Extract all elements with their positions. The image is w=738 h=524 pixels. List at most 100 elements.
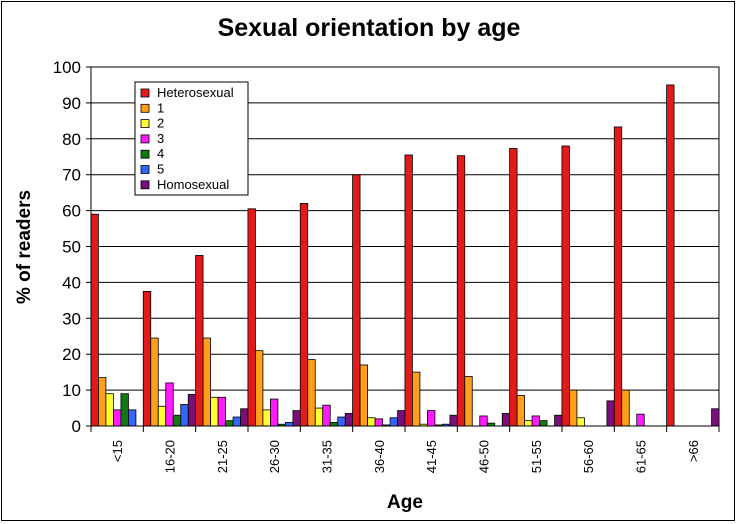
- bar-homosexual-4: [344, 413, 354, 427]
- bar-1-0: [98, 377, 107, 427]
- x-tick-label: 26-30: [267, 440, 282, 473]
- bar-heterosexual-7: [456, 155, 466, 427]
- bar-3-3: [270, 398, 279, 427]
- y-tick-label: 80: [62, 130, 81, 149]
- bar-homosexual-8: [554, 414, 563, 427]
- y-tick-label: 30: [62, 309, 81, 328]
- bar-1-4: [307, 359, 316, 427]
- bar-1-6: [412, 371, 421, 427]
- bar-5-2: [232, 416, 241, 427]
- bar-4-1: [172, 414, 182, 427]
- bar-5-4: [337, 416, 346, 427]
- bar-homosexual-11: [711, 408, 720, 427]
- legend-swatch: [140, 134, 150, 144]
- legend-box: [134, 81, 249, 196]
- x-tick-label: 36-40: [372, 440, 387, 473]
- y-tick-label: 70: [62, 166, 81, 185]
- y-tick-label: 100: [53, 58, 81, 77]
- x-tick-label: >66: [686, 440, 701, 462]
- y-tick-label: 90: [62, 94, 81, 113]
- y-tick-label: 20: [62, 345, 81, 364]
- bar-5-3: [285, 422, 294, 427]
- y-axis-label: % of readers: [14, 190, 35, 304]
- legend-swatch: [140, 119, 150, 128]
- legend-swatch: [140, 180, 150, 190]
- legend-swatch: [140, 103, 150, 113]
- bar-heterosexual-3: [247, 208, 256, 427]
- x-tick-label: <15: [110, 440, 125, 462]
- x-tick-label: 21-25: [215, 440, 230, 473]
- bar-heterosexual-9: [561, 145, 570, 427]
- bar-heterosexual-6: [404, 154, 413, 427]
- x-axis-label: Age: [387, 492, 423, 513]
- bar-3-5: [374, 418, 383, 427]
- bar-2-2: [210, 396, 219, 427]
- x-tick-label: 61-65: [634, 440, 649, 473]
- x-tick-label: 31-35: [320, 440, 335, 473]
- x-tick-label: 56-60: [581, 440, 596, 473]
- bar-1-5: [359, 364, 368, 427]
- bar-heterosexual-1: [142, 290, 152, 427]
- bar-2-0: [105, 393, 114, 427]
- bar-1-1: [150, 337, 159, 427]
- legend-label: 5: [157, 162, 164, 177]
- legend-label: 3: [157, 131, 164, 146]
- bar-3-2: [217, 396, 226, 427]
- bar-3-1: [165, 382, 174, 427]
- bar-2-4: [314, 407, 324, 427]
- bar-homosexual-9: [606, 400, 615, 427]
- legend-label: Homosexual: [157, 177, 229, 192]
- bar-heterosexual-0: [90, 213, 99, 427]
- bar-1-8: [516, 395, 525, 427]
- bar-5-1: [180, 404, 189, 427]
- bar-4-8: [539, 420, 548, 427]
- legend-swatch: [140, 149, 150, 159]
- x-tick-label: 46-50: [477, 440, 492, 473]
- legend-label: Heterosexual: [157, 85, 234, 100]
- bar-3-7: [479, 415, 488, 427]
- bars-group: [90, 84, 720, 427]
- y-tick-label: 10: [62, 381, 81, 400]
- x-tick-label: 16-20: [163, 440, 178, 473]
- x-tick-label: 41-45: [424, 440, 439, 473]
- bar-4-0: [120, 393, 129, 427]
- bar-2-5: [367, 417, 376, 427]
- bar-3-0: [113, 409, 122, 427]
- bar-5-5: [389, 417, 398, 427]
- bar-homosexual-5: [397, 410, 406, 427]
- y-tick-label: 50: [62, 238, 81, 257]
- bar-1-7: [464, 376, 473, 427]
- bar-1-3: [255, 350, 264, 427]
- bar-1-9: [569, 389, 578, 427]
- bar-homosexual-7: [501, 413, 511, 427]
- legend-label: 2: [157, 116, 164, 131]
- bar-1-2: [202, 337, 211, 427]
- y-tick-label: 60: [62, 202, 81, 221]
- bar-4-2: [225, 420, 234, 427]
- bar-3-8: [531, 415, 540, 427]
- bar-2-3: [262, 409, 271, 427]
- legend-label: 1: [157, 100, 164, 115]
- legend-swatch: [140, 88, 150, 98]
- bar-heterosexual-4: [299, 203, 309, 427]
- y-axis-ticks: 0 10 20 30 40 50 60 70 80 90 100: [53, 58, 91, 436]
- legend-label: 4: [157, 146, 164, 161]
- bar-homosexual-1: [187, 394, 197, 427]
- bar-2-9: [576, 417, 585, 427]
- bar-homosexual-2: [240, 408, 249, 427]
- bar-2-8: [524, 420, 533, 427]
- x-tick-label: 51-55: [529, 440, 544, 473]
- bar-heterosexual-11: [666, 84, 675, 427]
- bar-heterosexual-2: [195, 255, 204, 427]
- x-axis-ticks: <15 16-20 21-25 26-30 31-35 36-40 41-45 46-50 51…: [90, 426, 720, 473]
- bar-heterosexual-8: [509, 148, 518, 427]
- bar-3-6: [427, 410, 436, 427]
- bar-heterosexual-10: [613, 126, 623, 427]
- bar-3-4: [322, 404, 331, 427]
- y-tick-label: 0: [72, 417, 81, 436]
- bar-1-10: [621, 389, 630, 427]
- bar-homosexual-6: [449, 414, 458, 427]
- bar-heterosexual-5: [352, 174, 361, 427]
